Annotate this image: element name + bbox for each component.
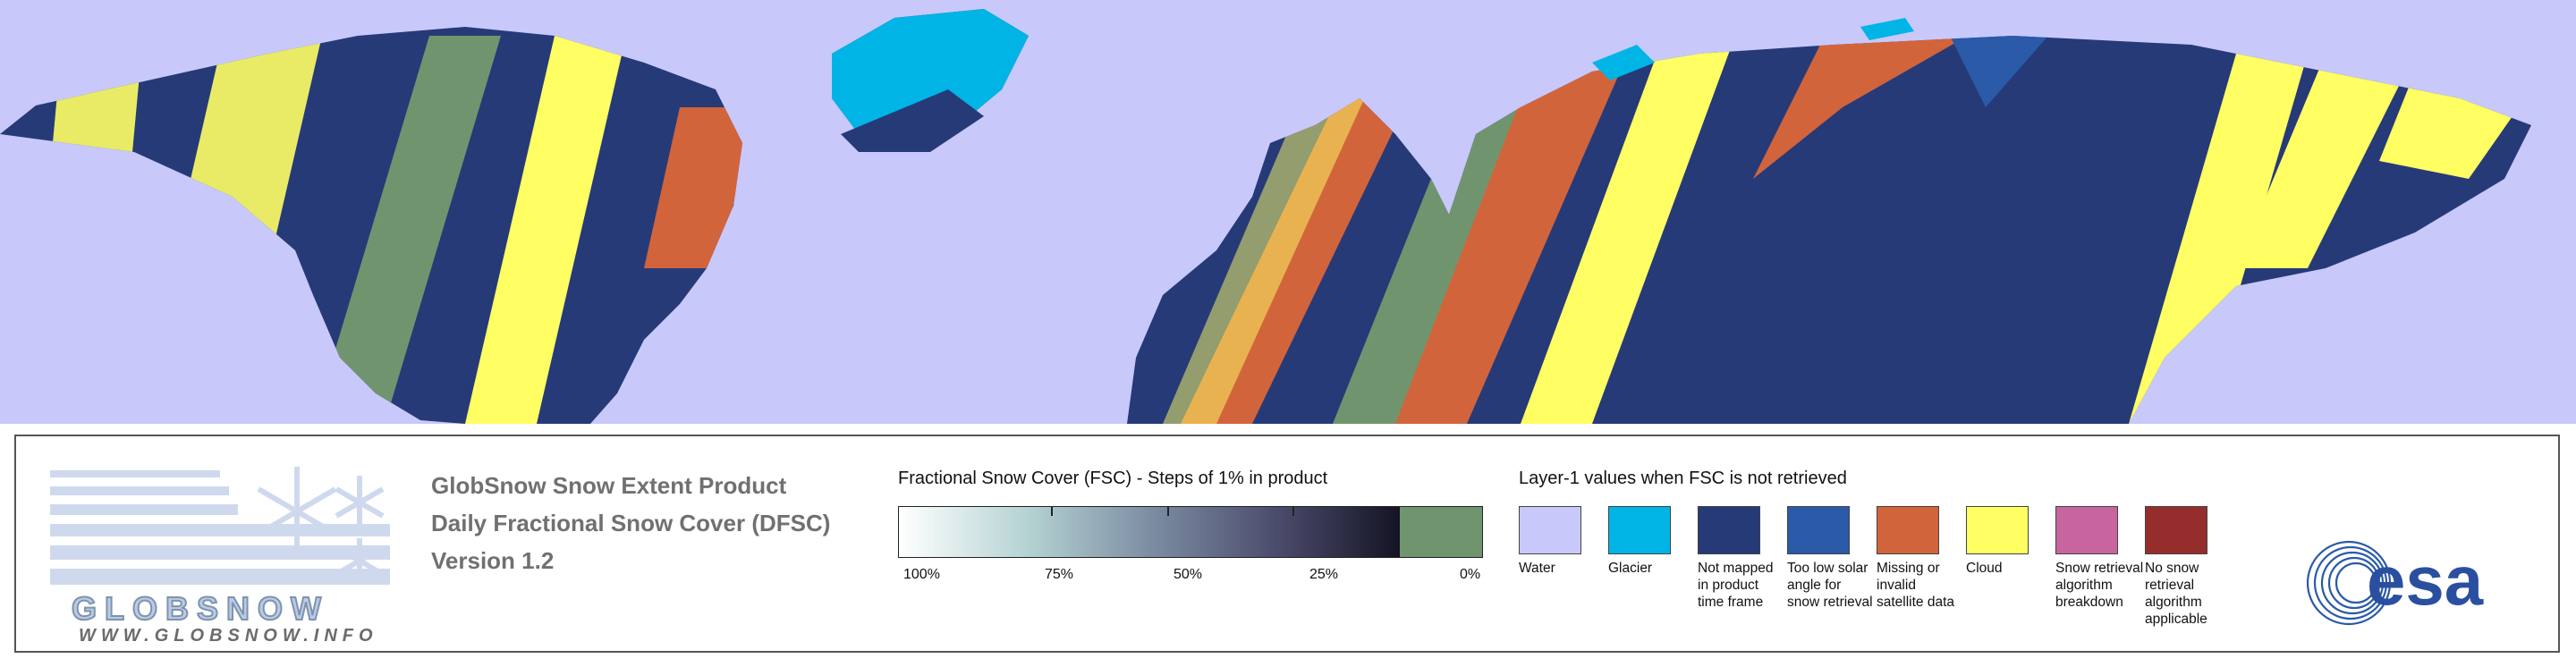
layer1-swatch — [2055, 506, 2118, 554]
fsc-tick-label: 50% — [1174, 567, 1203, 582]
esa-wordmark: esa — [2367, 541, 2484, 620]
fsc-tick — [1167, 507, 1169, 516]
product-subtitle: Daily Fractional Snow Cover (DFSC) — [431, 510, 831, 536]
product-title: GlobSnow Snow Extent Product — [431, 472, 787, 499]
globsnow-stripes-icon — [50, 467, 390, 585]
esa-rings-icon — [2306, 540, 2392, 626]
layer1-swatch-label: Too low solar angle for snow retrieval — [1787, 561, 1873, 610]
globsnow-logo: GLOBSNOW WWW.GLOBSNOW.INFO — [38, 449, 404, 646]
globsnow-url: WWW.GLOBSNOW.INFO — [79, 626, 378, 646]
layer1-swatch-label: Not mapped in product time frame — [1698, 561, 1774, 610]
layer1-swatch — [1877, 506, 1939, 554]
snow-cover-map — [0, 0, 2576, 424]
layer1-swatch-label: Water — [1519, 561, 1555, 576]
fsc-zero-swatch — [1400, 507, 1482, 557]
layer1-swatch-label: Cloud — [1966, 561, 2003, 576]
layer1-swatch-label: Snow retrieval algorithm breakdown — [2055, 561, 2144, 610]
layer1-swatch — [1698, 506, 1760, 554]
product-version: Version 1.2 — [431, 547, 555, 574]
fsc-colorbar — [898, 506, 1483, 558]
snowflake-icon — [257, 467, 385, 583]
layer1-swatch-label: No snow retrieval algorithm applicable — [2145, 561, 2207, 627]
globsnow-wordmark: GLOBSNOW — [71, 589, 329, 628]
layer1-swatch — [1787, 506, 1850, 554]
fsc-gradient — [899, 507, 1400, 557]
layer1-swatch — [1608, 506, 1671, 554]
layer1-swatch — [1519, 506, 1581, 554]
fsc-tick-label: 100% — [903, 567, 940, 582]
layer1-swatch-label: Glacier — [1608, 561, 1653, 576]
fsc-legend-title: Fractional Snow Cover (FSC) - Steps of 1… — [898, 469, 1328, 488]
fsc-tick-label: 75% — [1045, 567, 1074, 582]
legend-panel: GLOBSNOW WWW.GLOBSNOW.INFO GlobSnow Snow… — [14, 435, 2560, 653]
esa-logo: esa — [2306, 540, 2484, 626]
fsc-tick-label: 25% — [1309, 567, 1339, 582]
layer1-swatch-label: Missing or invalid satellite data — [1877, 561, 1955, 610]
fsc-tick — [1051, 507, 1053, 516]
layer1-swatch — [2145, 506, 2207, 554]
fsc-tick — [1292, 507, 1294, 516]
fsc-tick-label: 0% — [1460, 567, 1481, 582]
layer1-swatch — [1966, 506, 2029, 554]
layer1-legend-title: Layer-1 values when FSC is not retrieved — [1519, 469, 1847, 488]
